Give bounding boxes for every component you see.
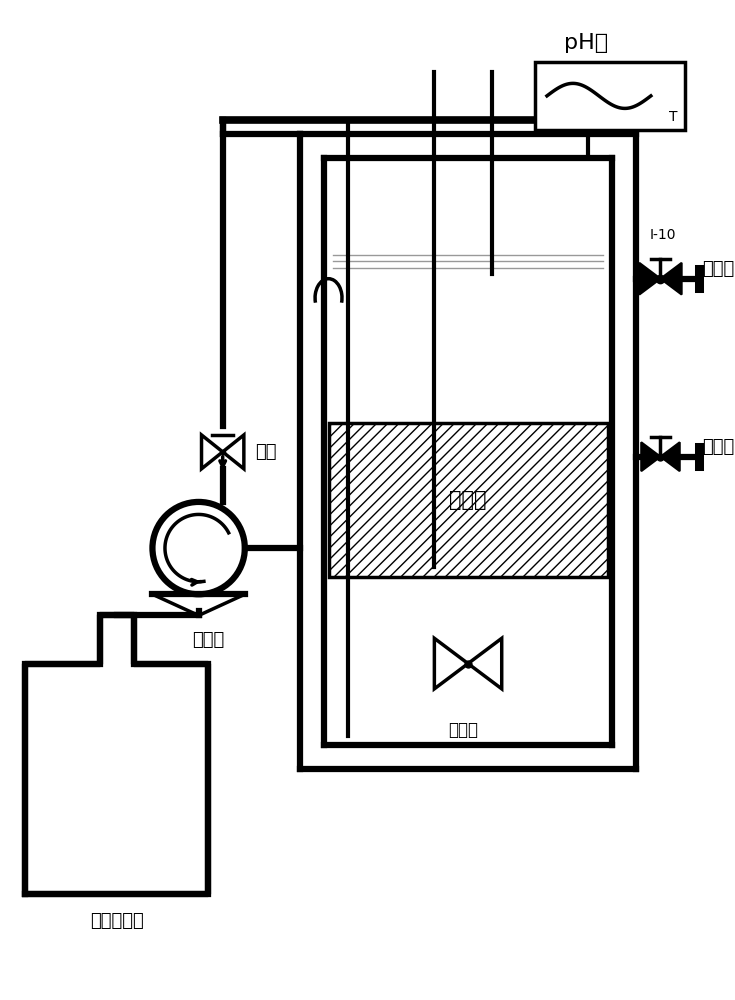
Text: 排水口: 排水口 xyxy=(702,260,734,278)
Polygon shape xyxy=(26,615,208,894)
Text: 培养液储存: 培养液储存 xyxy=(90,912,144,930)
Text: T: T xyxy=(669,110,677,124)
Text: 取菌口: 取菌口 xyxy=(702,438,734,456)
Text: pH计: pH计 xyxy=(564,33,608,53)
Text: 海绵铁: 海绵铁 xyxy=(449,490,487,510)
Polygon shape xyxy=(641,442,661,471)
Polygon shape xyxy=(661,263,681,295)
Text: I-10: I-10 xyxy=(649,228,675,242)
Text: 蠕动泵: 蠕动泵 xyxy=(192,631,224,649)
Text: 搅拌器: 搅拌器 xyxy=(448,721,478,739)
Polygon shape xyxy=(639,263,661,295)
Polygon shape xyxy=(661,442,680,471)
Text: 阀门: 阀门 xyxy=(255,443,277,461)
Bar xyxy=(535,62,684,130)
Bar xyxy=(329,423,608,577)
